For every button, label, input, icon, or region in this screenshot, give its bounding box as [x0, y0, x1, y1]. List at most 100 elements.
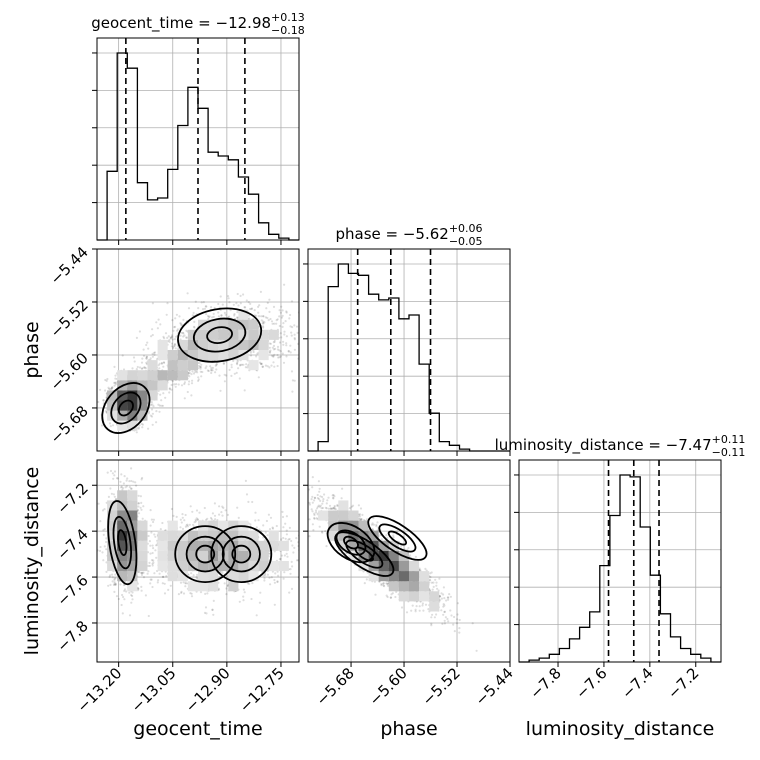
sample-point — [159, 323, 162, 326]
sample-point — [132, 356, 136, 359]
density-cell — [258, 329, 269, 340]
sample-point — [225, 593, 228, 596]
sample-point — [290, 539, 293, 543]
density-cell — [238, 329, 249, 340]
sample-point — [270, 320, 274, 323]
sample-point — [126, 477, 129, 480]
sample-point — [193, 326, 196, 329]
sample-point — [201, 370, 204, 374]
sample-point — [122, 595, 125, 599]
sample-point — [133, 360, 136, 363]
sample-point — [285, 335, 288, 338]
sample-point — [149, 414, 152, 417]
sample-point — [284, 320, 287, 323]
x-tick-label: −7.2 — [664, 664, 702, 702]
sample-point — [114, 573, 117, 576]
sample-point — [183, 519, 186, 522]
x-tick-label: −7.4 — [618, 664, 656, 702]
sample-point — [223, 373, 226, 376]
sample-point — [261, 365, 264, 368]
sample-point — [163, 361, 166, 364]
density-cell — [208, 339, 219, 350]
sample-point — [235, 302, 238, 305]
sample-point — [281, 515, 285, 519]
sample-point — [204, 606, 208, 609]
sample-point — [187, 573, 190, 577]
sample-point — [271, 527, 275, 530]
sample-point — [205, 612, 208, 615]
sample-point — [104, 378, 107, 382]
sample-point — [116, 477, 119, 480]
sample-point — [217, 311, 220, 314]
sample-point — [200, 375, 203, 378]
sample-point — [138, 330, 141, 333]
sample-point — [145, 357, 148, 360]
sample-point — [282, 343, 285, 346]
sample-point — [259, 290, 262, 293]
sample-point — [147, 614, 150, 618]
density-cell — [238, 319, 249, 330]
sample-point — [186, 390, 189, 394]
title-main: phase = −5.62 — [335, 225, 448, 243]
sample-point — [183, 397, 186, 400]
sample-point — [182, 335, 185, 338]
sample-point — [290, 331, 293, 334]
sample-point — [222, 506, 225, 509]
sample-point — [111, 576, 114, 579]
sample-point — [199, 591, 203, 594]
sample-point — [285, 310, 288, 313]
sample-point — [110, 387, 113, 390]
sample-point — [188, 380, 191, 383]
sample-point — [151, 333, 154, 337]
sample-point — [150, 408, 154, 411]
sample-point — [150, 403, 153, 406]
sample-point — [275, 322, 278, 325]
density-cell — [147, 390, 158, 401]
sample-point — [236, 506, 239, 509]
sample-point — [250, 307, 253, 311]
sample-point — [192, 311, 195, 314]
sample-point — [242, 293, 245, 296]
sample-point — [272, 305, 276, 308]
sample-point — [212, 312, 215, 315]
sample-point — [289, 351, 292, 354]
sample-point — [110, 492, 113, 495]
sample-point — [220, 314, 223, 317]
sample-point — [161, 404, 164, 407]
sample-point — [272, 341, 275, 344]
density-cell — [198, 339, 209, 350]
sample-point — [147, 427, 150, 430]
sample-point — [174, 325, 177, 328]
sample-point — [188, 523, 191, 526]
sample-point — [204, 592, 207, 596]
sample-point — [130, 479, 133, 483]
sample-point — [190, 572, 193, 575]
sample-point — [155, 556, 158, 559]
sample-point — [149, 544, 152, 547]
sample-point — [276, 345, 280, 348]
x-tick-label: −7.8 — [526, 664, 564, 702]
sample-point — [302, 319, 304, 321]
density-cell — [248, 329, 259, 340]
sample-point — [151, 412, 154, 415]
sample-point — [145, 355, 148, 358]
sample-point — [268, 351, 272, 354]
sample-point — [283, 283, 286, 286]
sample-point — [160, 399, 163, 402]
sample-point — [250, 597, 253, 601]
sample-point — [157, 579, 160, 582]
sample-point — [299, 326, 301, 328]
sample-point — [255, 526, 258, 529]
sample-point — [151, 423, 154, 426]
sample-point — [171, 335, 174, 338]
sample-point — [285, 342, 288, 345]
sample-point — [270, 354, 273, 357]
y-tick-label: −5.44 — [47, 243, 92, 288]
sample-point — [154, 549, 157, 552]
axes-border — [96, 37, 300, 241]
sample-point — [188, 371, 191, 375]
sample-point — [163, 582, 166, 585]
sample-point — [242, 363, 245, 366]
sample-point — [247, 301, 250, 304]
sample-point — [109, 574, 112, 577]
